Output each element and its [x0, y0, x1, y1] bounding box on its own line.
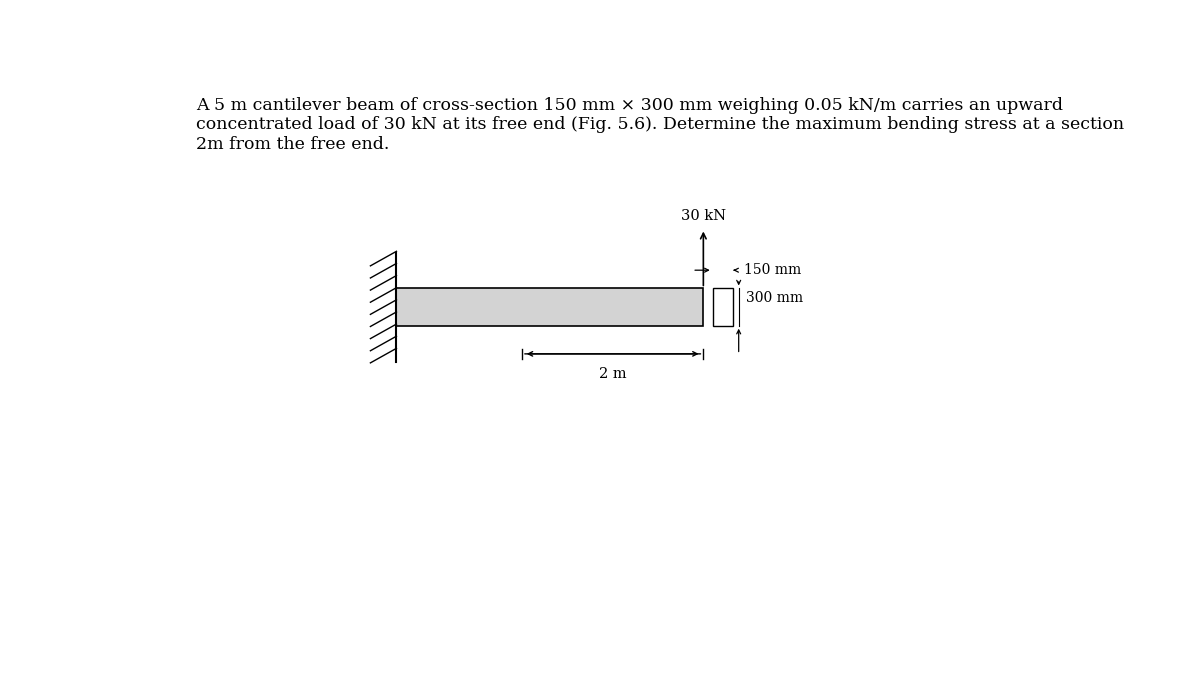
Text: 2 m: 2 m — [599, 367, 626, 381]
Text: 300 mm: 300 mm — [746, 291, 803, 304]
Text: 150 mm: 150 mm — [744, 263, 802, 277]
Text: 30 kN: 30 kN — [680, 209, 726, 223]
Bar — [713, 288, 733, 326]
Bar — [396, 288, 703, 326]
Text: A 5 m cantilever beam of cross-section 150 mm × 300 mm weighing 0.05 kN/m carrie: A 5 m cantilever beam of cross-section 1… — [197, 97, 1124, 153]
